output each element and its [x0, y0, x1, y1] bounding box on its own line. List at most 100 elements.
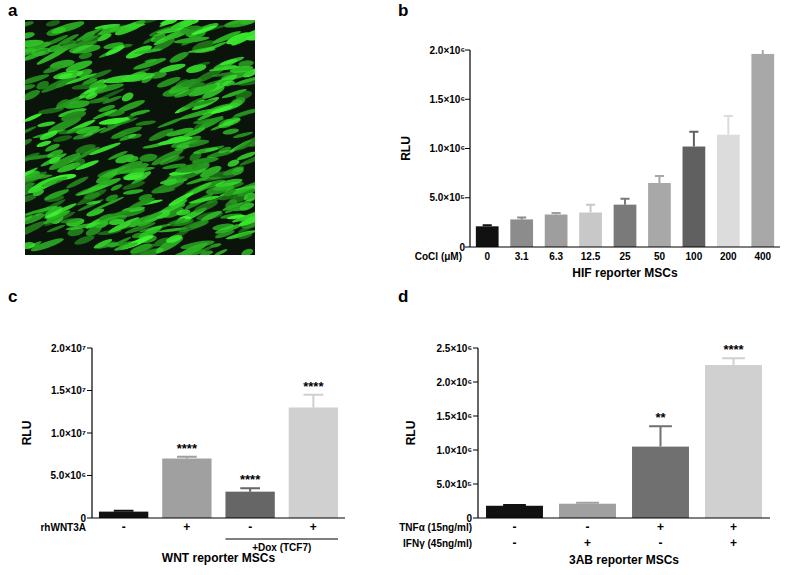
cell [180, 239, 215, 251]
bar [486, 506, 543, 518]
cell [185, 63, 207, 75]
cell [25, 49, 47, 63]
cell [139, 153, 158, 163]
x-axis-label: HIF reporter MSCs [572, 266, 678, 280]
y-tick [465, 247, 470, 248]
y-tick [473, 348, 478, 349]
bar [162, 459, 211, 519]
cell [192, 198, 219, 214]
y-tick-label: 1.0×10⁶ [437, 445, 472, 456]
bar [648, 183, 671, 247]
cell [128, 218, 142, 229]
cell [113, 116, 138, 127]
cell [158, 62, 186, 75]
x-axis-label: 3AB reporter MSCs [569, 553, 679, 567]
error-bar [552, 213, 561, 214]
cell [110, 183, 123, 192]
group-line [225, 538, 338, 539]
cell [232, 74, 255, 86]
y-tick [465, 50, 470, 51]
cell [147, 126, 174, 143]
cell [25, 20, 34, 28]
y-tick-label: 1.5×10⁷ [51, 385, 86, 396]
y-tick [465, 148, 470, 149]
cell [91, 196, 125, 213]
cell [240, 247, 254, 255]
cell [65, 175, 89, 190]
cell [126, 155, 139, 163]
y-axis-line [91, 348, 92, 518]
cell [149, 31, 166, 44]
y-axis-label: RLU [399, 136, 413, 161]
cell [243, 191, 255, 202]
cell [131, 232, 146, 240]
y-tick-label: 1.0×10⁷ [51, 428, 86, 439]
cell [193, 117, 224, 126]
x-axis-line [478, 517, 770, 518]
cell [129, 109, 150, 117]
error-bar [586, 205, 595, 213]
panel-c: cRLU05.0×10⁶1.0×10⁷1.5×10⁷2.0×10⁷*******… [8, 287, 345, 565]
condition-value: - [586, 520, 590, 534]
x-tick-label: 6.3 [549, 251, 563, 262]
condition-row-label: TNFα (15ng/ml) [399, 522, 472, 533]
bars [476, 50, 774, 247]
bar [717, 135, 740, 247]
y-tick [465, 99, 470, 100]
bar [289, 408, 338, 519]
cell [186, 175, 210, 186]
condition-value: - [122, 520, 126, 534]
y-tick-label: 2.5×10⁶ [437, 343, 472, 354]
cell [143, 225, 161, 236]
x-tick-label: 50 [654, 251, 666, 262]
error-bar [649, 426, 672, 446]
cell [25, 211, 46, 227]
cell [191, 24, 217, 36]
y-tick [87, 390, 92, 391]
cell [92, 108, 118, 121]
cell [99, 213, 127, 227]
significance-label: **** [723, 342, 744, 357]
image-cells [25, 20, 255, 255]
bar [705, 365, 762, 518]
x-axis-line [470, 246, 780, 247]
cell [25, 151, 41, 166]
bars [486, 358, 762, 518]
y-tick-label: 5.0×10⁵ [429, 192, 465, 203]
cell [44, 142, 61, 153]
cell [82, 126, 106, 138]
cell [234, 107, 255, 117]
cell [27, 240, 42, 250]
bar [751, 54, 774, 247]
cell [32, 188, 45, 198]
cell [50, 20, 85, 36]
cell [212, 222, 234, 231]
cell [123, 71, 156, 84]
cell [67, 145, 100, 164]
cell [40, 175, 68, 189]
cell [110, 131, 129, 141]
cell [209, 65, 241, 73]
significance-label: **** [303, 379, 324, 394]
y-tick [465, 197, 470, 198]
condition-value: + [183, 520, 190, 534]
panel-letter: c [8, 287, 17, 306]
condition-value: - [513, 536, 517, 550]
cell [134, 47, 162, 54]
cell [214, 248, 228, 255]
cell [235, 89, 253, 101]
cell [233, 131, 254, 140]
x-tick-label: 25 [619, 251, 631, 262]
y-tick-label: 2.0×10⁶ [437, 377, 472, 388]
y-tick [473, 382, 478, 383]
x-tick-label: 3.1 [515, 251, 529, 262]
error-bar [304, 395, 324, 408]
cell [189, 138, 203, 145]
cell [200, 249, 214, 255]
panel-letter: b [398, 1, 408, 20]
y-tick [473, 450, 478, 451]
cell [73, 234, 95, 247]
y-tick-label: 1.0×10⁶ [430, 143, 465, 154]
cell [163, 178, 178, 187]
cell [106, 241, 119, 249]
